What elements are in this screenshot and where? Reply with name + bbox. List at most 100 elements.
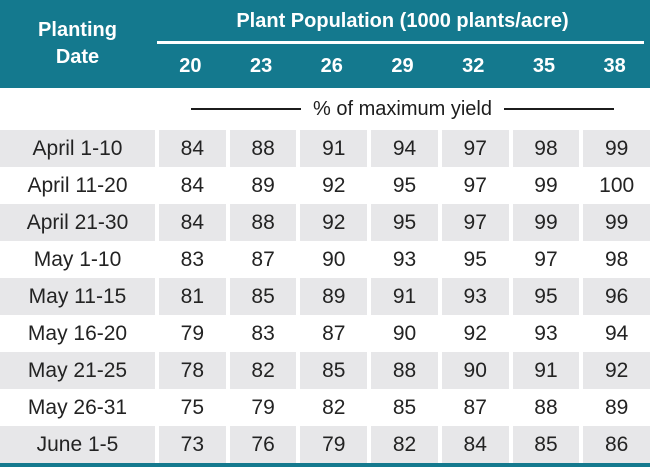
yield-value-cell: 95: [367, 204, 438, 241]
table-row: April 1-10 84 88 91 94 97 98 99: [0, 130, 650, 167]
yield-value-cell: 83: [225, 315, 297, 352]
population-column-header: 23: [249, 54, 273, 77]
yield-value-cell: 92: [296, 167, 367, 204]
planting-date-header-line2: Date: [55, 46, 100, 68]
population-column-header: 29: [391, 54, 414, 77]
yield-value-cell: 95: [508, 278, 580, 315]
population-columns: 20 23 26 29 32 35 38: [155, 44, 650, 88]
yield-value-cell: 90: [367, 315, 438, 352]
planting-date-header-line1: Planting: [38, 19, 117, 41]
yield-value-cell: 88: [225, 130, 297, 167]
yield-value-cell: 85: [225, 278, 297, 315]
table-row: April 21-30 84 88 92 95 97 99 99: [0, 204, 650, 241]
table-row: May 21-25 78 82 85 88 90 91 92: [0, 352, 650, 389]
yield-value-cell: 84: [155, 130, 226, 167]
yield-value-cell: 92: [437, 315, 509, 352]
yield-value-cell: 93: [508, 315, 580, 352]
bottom-border-bar: [0, 463, 650, 467]
yield-value-cell: 86: [579, 426, 650, 463]
planting-date-header: Planting Date: [0, 0, 155, 88]
yield-value-cell: 82: [296, 389, 367, 426]
yield-value-cell: 76: [225, 426, 297, 463]
yield-value-cell: 79: [225, 389, 297, 426]
yield-value-cell: 85: [367, 389, 438, 426]
units-dash-left: [191, 108, 302, 110]
yield-value-cell: 91: [367, 278, 438, 315]
yield-value-cell: 93: [437, 278, 509, 315]
yield-value-cell: 99: [579, 130, 650, 167]
planting-date-cell: April 1-10: [0, 130, 155, 167]
yield-value-cell: 82: [367, 426, 438, 463]
yield-value-cell: 89: [579, 389, 650, 426]
population-column-header: 38: [603, 54, 626, 77]
yield-value-cell: 90: [296, 241, 367, 278]
yield-value-cell: 94: [579, 315, 650, 352]
yield-value-cell: 87: [225, 241, 297, 278]
planting-date-cell: April 11-20: [27, 173, 128, 197]
planting-date-cell: June 1-5: [0, 426, 155, 463]
yield-value-cell: 89: [296, 278, 368, 315]
yield-value-cell: 88: [225, 204, 297, 241]
yield-value-cell: 91: [296, 130, 368, 167]
yield-value-cell: 93: [367, 241, 438, 278]
population-header-title: Plant Population (1000 plants/acre): [236, 10, 569, 32]
population-header-rule: [157, 41, 644, 44]
table-row: May 16-20 79 83 87 90 92 93 94: [0, 315, 650, 352]
planting-date-cell: May 16-20: [27, 321, 128, 345]
yield-value-cell: 88: [508, 389, 580, 426]
yield-value-cell: 79: [155, 315, 226, 352]
table-row: June 1-5 73 76 79 82 84 85 86: [0, 426, 650, 463]
population-column-header: 20: [179, 54, 202, 77]
yield-value-cell: 92: [579, 352, 650, 389]
units-label: % of maximum yield: [313, 97, 492, 120]
yield-value-cell: 84: [155, 204, 226, 241]
table-header: Planting Date Plant Population (1000 pla…: [0, 0, 650, 88]
yield-value-cell: 97: [437, 167, 509, 204]
population-column-header: 35: [532, 54, 556, 77]
yield-value-cell: 85: [296, 352, 368, 389]
planting-date-cell: April 21-30: [0, 204, 155, 241]
yield-value-cell: 99: [508, 167, 580, 204]
yield-value-cell: 79: [296, 426, 368, 463]
yield-value-cell: 81: [155, 278, 226, 315]
planting-date-cell: May 11-15: [0, 278, 155, 315]
yield-value-cell: 73: [155, 426, 226, 463]
yield-value-cell: 94: [367, 130, 438, 167]
yield-value-cell: 87: [437, 389, 509, 426]
population-column-header: 32: [462, 54, 485, 77]
yield-value-cell: 89: [225, 167, 297, 204]
table-body: April 1-10 84 88 91 94 97 98 99 April 11-20 84 89 9…: [0, 130, 650, 463]
population-header-group: Plant Population (1000 plants/acre) 20 23…: [155, 0, 650, 88]
yield-value-cell: 84: [437, 426, 509, 463]
yield-value-cell: 87: [296, 315, 367, 352]
population-column-header: 26: [320, 54, 343, 77]
yield-value-cell: 92: [296, 204, 368, 241]
planting-date-cell: May 21-25: [0, 352, 155, 389]
yield-value-cell: 90: [437, 352, 509, 389]
units-row: % of maximum yield: [0, 88, 650, 130]
table-row: May 11-15 81 85 89 91 93 95 96: [0, 278, 650, 315]
yield-value-cell: 97: [437, 204, 509, 241]
yield-value-cell: 82: [225, 352, 297, 389]
yield-value-cell: 99: [579, 204, 650, 241]
planting-date-cell: May 26-31: [27, 395, 128, 419]
units-row-center: % of maximum yield: [155, 98, 650, 121]
planting-date-cell: May 1-10: [33, 247, 122, 271]
yield-value-cell: 98: [579, 241, 650, 278]
yield-value-cell: 100: [579, 167, 650, 204]
yield-value-cell: 97: [508, 241, 580, 278]
yield-value-cell: 78: [155, 352, 226, 389]
yield-value-cell: 99: [508, 204, 580, 241]
table-row: May 26-31 75 79 82 85 87 88 89: [0, 389, 650, 426]
yield-value-cell: 95: [367, 167, 438, 204]
table-row: April 11-20 84 89 92 95 97 99 100: [0, 167, 650, 204]
units-dash-right: [503, 108, 614, 110]
yield-value-cell: 96: [579, 278, 650, 315]
yield-value-cell: 84: [155, 167, 226, 204]
yield-value-cell: 91: [508, 352, 580, 389]
yield-value-cell: 97: [437, 130, 509, 167]
yield-value-cell: 95: [437, 241, 509, 278]
yield-value-cell: 98: [508, 130, 580, 167]
yield-value-cell: 85: [508, 426, 580, 463]
